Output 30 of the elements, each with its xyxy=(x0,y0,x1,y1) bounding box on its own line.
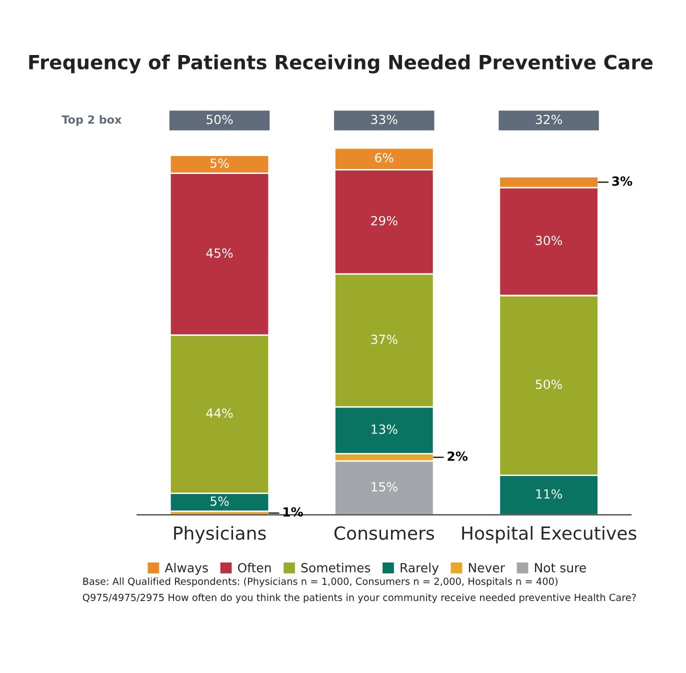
legend-label: Often xyxy=(238,562,271,572)
data-label: 37% xyxy=(371,334,398,344)
data-label: 29% xyxy=(371,216,398,226)
data-label: 5% xyxy=(210,496,229,506)
text: 33% xyxy=(371,114,398,124)
x-tick-label: Hospital Executives xyxy=(462,526,636,544)
legend-label: Not sure xyxy=(534,563,586,572)
data-label: 5% xyxy=(210,158,229,168)
x-tick-label: Physicians xyxy=(174,526,266,544)
legend-label: Sometimes xyxy=(301,562,370,572)
data-label: 30% xyxy=(536,236,562,246)
text: 32% xyxy=(536,114,562,124)
text: Base: All Qualified Respondents: (Physicians n = 1,000, Consumers n = 2,000, Hospitals n = 400) xyxy=(83,577,558,587)
data-label: 3% xyxy=(612,176,632,186)
data-label: 45% xyxy=(206,248,233,258)
data-label: 11% xyxy=(536,489,562,499)
legend-label: Never xyxy=(468,563,506,572)
text: Top 2 box xyxy=(62,115,122,126)
data-label: 50% xyxy=(536,380,562,390)
chart-title: Frequency of Patients Receiving Needed Preventive Care xyxy=(29,54,653,74)
x-tick-label: Consumers xyxy=(334,526,434,540)
data-label: 6% xyxy=(375,153,394,162)
text: 50% xyxy=(206,114,233,124)
data-label: 44% xyxy=(206,408,233,418)
text: Q975/4975/2975 How often do you think the patients in your community receive needed preventive Health Care? xyxy=(82,594,636,603)
data-label: 2% xyxy=(448,451,468,461)
legend-label: Rarely xyxy=(400,562,439,575)
data-label: 13% xyxy=(372,424,398,434)
data-label: 15% xyxy=(372,482,398,492)
legend-label: Always xyxy=(164,562,208,575)
